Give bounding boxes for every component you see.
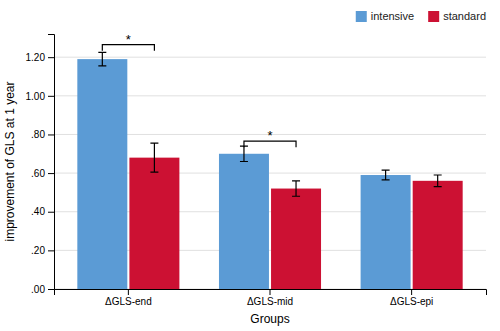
- legend-item: intensive: [356, 10, 414, 22]
- bar: [129, 158, 179, 289]
- tick-mark: [270, 289, 271, 295]
- bar: [271, 189, 321, 289]
- annotation: *: [267, 128, 272, 143]
- y-axis-title: improvement of GLS at 1 year: [3, 81, 17, 241]
- tick: ΔGLS-epi: [390, 289, 433, 307]
- tick-mark: [48, 134, 54, 135]
- tick-label: .00: [31, 284, 45, 295]
- tick-label: ΔGLS-mid: [247, 296, 293, 307]
- error-bar: [240, 146, 248, 161]
- axis-line: [55, 290, 487, 296]
- tick-label: ΔGLS-end: [105, 296, 152, 307]
- tick-label: .20: [31, 245, 45, 256]
- bar: [219, 154, 269, 289]
- legend-item: standard: [428, 10, 486, 22]
- bar: [77, 59, 127, 289]
- x-axis: ΔGLS-end ΔGLS-mid ΔGLS-epi: [55, 289, 487, 307]
- tick-mark: [48, 212, 54, 213]
- error-bars: [150, 143, 441, 196]
- tick: .40: [31, 206, 54, 217]
- grid: [54, 57, 486, 289]
- tick: 1.20: [26, 52, 54, 63]
- legend-label: standard: [443, 10, 486, 22]
- legend-swatch: [428, 11, 439, 22]
- annotation: *: [126, 32, 131, 47]
- tick: .00: [31, 284, 54, 295]
- tick-label: 1.00: [26, 91, 46, 102]
- tick: ΔGLS-end: [105, 289, 152, 307]
- error-bar: [150, 143, 158, 172]
- error-bar: [382, 170, 390, 180]
- chart: **.00.20.40.60.801.001.20ΔGLS-endΔGLS-mi…: [0, 0, 500, 331]
- series: [129, 158, 462, 289]
- y-axis: .00 .20 .40 .60 .80 1.00 1.20: [26, 35, 55, 295]
- tick-label: .60: [31, 168, 45, 179]
- tick: .20: [31, 245, 54, 256]
- error-bar: [98, 52, 106, 66]
- tick-label: .40: [31, 206, 45, 217]
- tick-mark: [48, 173, 54, 174]
- tick-mark: [411, 289, 412, 295]
- tick-label: ΔGLS-epi: [390, 296, 433, 307]
- tick-mark: [48, 57, 54, 58]
- tick: 1.00: [26, 91, 54, 102]
- plot: **.00.20.40.60.801.001.20ΔGLS-endΔGLS-mi…: [26, 32, 487, 307]
- annotations: **: [126, 32, 273, 144]
- tick: ΔGLS-mid: [247, 289, 293, 307]
- legend-swatch: [356, 11, 367, 22]
- error-bars: [98, 52, 389, 180]
- tick: .60: [31, 168, 54, 179]
- tick-mark: [128, 289, 129, 295]
- grid-line: [54, 57, 486, 58]
- error-bar: [434, 175, 442, 187]
- bar: [361, 175, 411, 289]
- bar: [413, 181, 463, 289]
- tick-mark: [48, 289, 54, 290]
- tick-mark: [48, 250, 54, 251]
- tick: .80: [31, 129, 54, 140]
- series: [77, 59, 410, 289]
- legend-label: intensive: [371, 10, 414, 22]
- tick-label: 1.20: [26, 52, 46, 63]
- axis-line: [48, 35, 55, 290]
- legend: intensive standard: [356, 10, 486, 22]
- tick-label: .80: [31, 129, 45, 140]
- error-bar: [292, 181, 300, 196]
- x-axis-title: Groups: [250, 312, 289, 326]
- tick-mark: [48, 96, 54, 97]
- marks: [77, 45, 462, 289]
